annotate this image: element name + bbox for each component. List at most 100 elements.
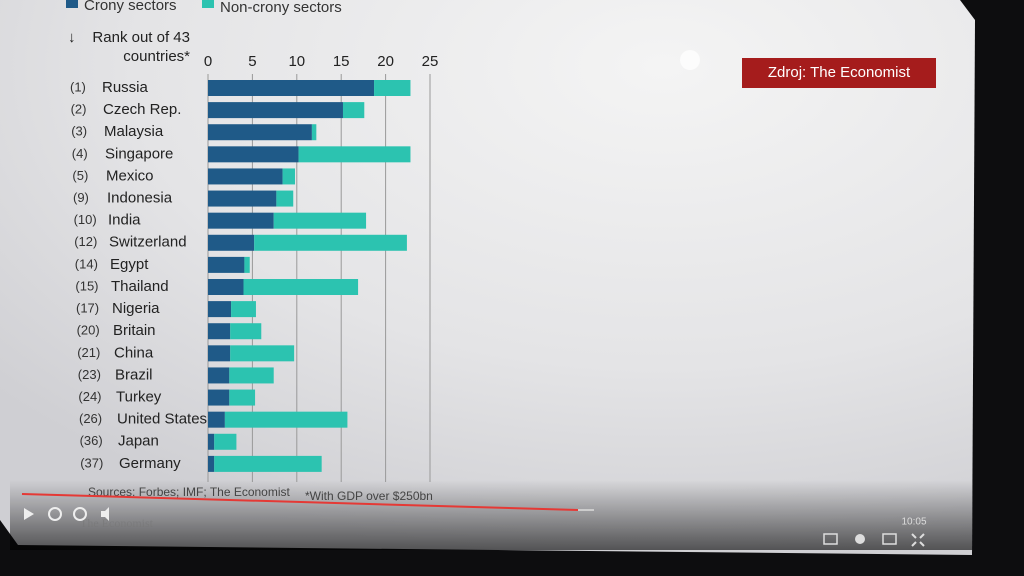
captions-button[interactable] <box>823 533 838 545</box>
bar-segment <box>244 256 250 273</box>
bar-segment <box>342 102 365 119</box>
bar-segment <box>374 80 411 96</box>
y-tick-label: Russia <box>102 79 149 96</box>
y-tick-label: Indonesia <box>107 190 173 207</box>
rank-label: (3) <box>71 124 87 139</box>
arrow-icon: ↓ <box>68 29 76 46</box>
rank-label: (10) <box>74 212 97 227</box>
y-tick-label: India <box>108 212 141 229</box>
forward-button[interactable] <box>73 507 87 521</box>
legend-swatch <box>202 0 214 8</box>
rank-label: (23) <box>78 367 101 382</box>
y-tick-label: Nigeria <box>112 300 160 317</box>
controls-shade <box>10 480 972 550</box>
cast-button[interactable] <box>882 533 897 545</box>
legend-label: Non-crony sectors <box>220 0 342 16</box>
bar-segment <box>231 301 256 318</box>
bar-segment <box>208 301 232 318</box>
bar-segment <box>282 168 296 185</box>
bar-segment <box>208 168 283 185</box>
x-tick-label: 15 <box>333 53 350 70</box>
bar-segment <box>208 80 375 96</box>
bar-segment <box>230 323 262 340</box>
progress-bar[interactable] <box>21 493 579 511</box>
rewind-button[interactable] <box>48 507 62 521</box>
bar-segment <box>208 256 245 273</box>
axis-label-box: Rank out of 43 countries* <box>92 29 190 65</box>
rank-label: (24) <box>78 389 101 404</box>
rank-label: (21) <box>77 345 100 360</box>
y-tick-label: Japan <box>118 433 159 450</box>
rank-label: (15) <box>75 278 98 293</box>
y-tick-label: Egypt <box>110 256 149 273</box>
y-tick-label: China <box>114 344 154 361</box>
watermark: The Economist <box>80 516 154 530</box>
axis-label: Rank out of 43 countries* <box>92 29 190 65</box>
rank-label: (12) <box>74 234 97 249</box>
settings-button[interactable] <box>855 534 865 544</box>
y-tick-label: Mexico <box>106 167 154 184</box>
y-tick-label: Germany <box>119 455 181 472</box>
x-tick-label: 20 <box>377 53 394 70</box>
rank-label: (17) <box>76 301 99 316</box>
bar-segment <box>224 411 348 428</box>
badge <box>742 58 936 88</box>
bar-segment <box>208 411 225 428</box>
bar-segment <box>208 279 244 295</box>
rank-label: (5) <box>72 168 88 183</box>
bar-segment <box>276 190 294 207</box>
footnote: *With GDP over $250bn <box>305 489 433 503</box>
fullscreen-button[interactable] <box>911 533 925 547</box>
y-tick-label: Switzerland <box>109 234 187 251</box>
time: 10:05 <box>901 517 926 528</box>
bar-segment <box>229 367 274 384</box>
bar-segment <box>208 212 274 229</box>
x-tick-label: 10 <box>288 53 305 70</box>
bar-segment <box>208 190 277 207</box>
bar-segment <box>208 455 215 472</box>
rank-label: (1) <box>70 79 86 94</box>
rank-label: (36) <box>80 433 103 448</box>
bar-segment <box>208 345 231 362</box>
x-tick-label: 5 <box>248 53 256 70</box>
bar-segment <box>208 234 255 251</box>
badge-text: Zdroj: The Economist <box>768 64 911 81</box>
rank-label: (4) <box>72 146 88 161</box>
bar-segment <box>208 433 215 450</box>
legend-swatch <box>66 0 78 8</box>
reflection <box>680 50 700 70</box>
volume-button[interactable] <box>101 507 109 521</box>
y-tick-label: Turkey <box>116 389 162 406</box>
bar-segment <box>214 455 322 472</box>
y-tick-label: Singapore <box>105 145 173 162</box>
play-button[interactable] <box>24 508 34 520</box>
y-tick-label: Czech Rep. <box>103 101 181 118</box>
x-tick-label: 0 <box>204 53 212 70</box>
bar-segment <box>243 279 359 295</box>
bar-segment <box>208 367 230 384</box>
bar-segment <box>254 234 407 251</box>
bar-segment <box>214 433 237 450</box>
rank-label: (14) <box>75 256 98 271</box>
bar-segment <box>208 124 312 141</box>
y-tick-label: Thailand <box>111 278 169 295</box>
y-tick-label: Brazil <box>115 366 153 383</box>
bar-segment <box>208 146 299 163</box>
bar-segment <box>208 323 231 340</box>
x-tick-label: 25 <box>422 53 439 70</box>
rank-label: (2) <box>71 102 87 117</box>
bar-segment <box>230 345 295 362</box>
bar-segment <box>273 212 367 229</box>
bar-segment <box>208 102 343 119</box>
rank-label: (37) <box>80 455 103 470</box>
bar-segment <box>298 146 411 163</box>
bar-segment <box>229 389 256 406</box>
rank-label: (26) <box>79 411 102 426</box>
y-tick-label: United States <box>117 411 207 428</box>
bar-segment <box>208 389 230 406</box>
source: Sources: Forbes; IMF; The Economist <box>88 485 291 499</box>
y-tick-label: Britain <box>113 322 156 339</box>
rank-label: (20) <box>77 323 100 338</box>
y-tick-label: Malaysia <box>104 123 164 140</box>
